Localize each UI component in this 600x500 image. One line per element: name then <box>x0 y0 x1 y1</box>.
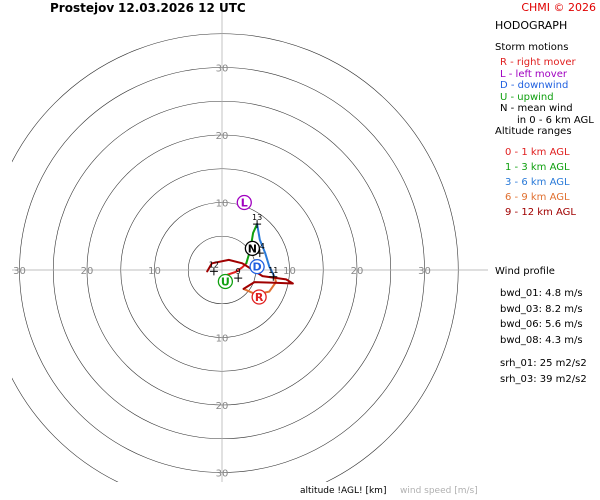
altitude-item-9-12: 9 - 12 km AGL <box>505 207 576 218</box>
height-label-12: 12 <box>209 260 219 269</box>
copyright: CHMI © 2026 <box>521 1 596 14</box>
storm-letter-u: U <box>221 275 230 288</box>
x-tick-label-neg-20: 20 <box>81 266 94 277</box>
bwd-06: bwd_06: 5.6 m/s <box>500 319 583 330</box>
storm-item-u: U - upwind <box>500 91 554 103</box>
valid-datetime: 12.03.2026 12 UTC <box>118 1 246 15</box>
y-tick-label-pos-20: 20 <box>216 131 229 142</box>
y-tick-label-neg-30: 30 <box>216 469 229 480</box>
bwd-08: bwd_08: 4.3 m/s <box>500 334 583 346</box>
speed-rings <box>12 33 459 482</box>
height-label-11: 11 <box>268 266 278 275</box>
y-tick-label-neg-10: 10 <box>216 334 229 345</box>
height-label-13: 13 <box>252 213 262 222</box>
y-tick-label-pos-30: 30 <box>216 64 229 75</box>
storm-motion-list: R - right mover L - left mover D - downw… <box>495 57 599 126</box>
srh-01: srh_01: 25 m2/s2 <box>500 358 587 369</box>
hodograph-segment-2 <box>256 223 276 278</box>
storm-motion-markers: L ND U R <box>217 194 267 305</box>
storm-marker-l <box>236 194 252 211</box>
storm-marker-d <box>249 258 265 275</box>
hodograph-segment-4 <box>206 258 294 290</box>
x-tick-label-neg-10: 10 <box>148 266 161 277</box>
speed-ring-35 <box>12 33 459 482</box>
storm-item-l: L - left mover <box>500 68 567 80</box>
x-tick-label-neg-30: 30 <box>13 266 26 277</box>
height-markers: 131412911 <box>209 213 278 283</box>
altitude-range-list: 0 - 1 km AGL 1 - 3 km AGL 3 - 6 km AGL 6… <box>505 145 576 220</box>
x-tick-label-pos-30: 30 <box>418 266 431 277</box>
station-name: Prostejov <box>50 1 115 15</box>
x-tick-label-pos-20: 20 <box>351 266 364 277</box>
altitude-item-1-3: 1 - 3 km AGL <box>505 162 570 173</box>
storm-letter-l: L <box>241 197 248 210</box>
legend-panel: HODOGRAPH Storm motions R - right mover … <box>495 19 599 126</box>
y-tick-label-pos-10: 10 <box>216 199 229 210</box>
axes: 10 10 10 10 20 20 20 20 30 30 30 30 <box>12 12 488 482</box>
storm-note: in 0 - 6 km AGL <box>517 114 594 126</box>
storm-marker-u <box>217 273 234 290</box>
storm-item-d: D - downwind <box>500 80 569 91</box>
bwd-01: bwd_01: 4.8 m/s <box>500 288 583 299</box>
storm-item-n: N - mean wind <box>500 103 573 114</box>
storm-motions-heading: Storm motions <box>495 42 569 53</box>
storm-marker-r <box>251 289 267 305</box>
bwd-03: bwd_03: 8.2 m/s <box>500 303 583 315</box>
altitude-item-3-6: 3 - 6 km AGL <box>505 177 570 188</box>
storm-letter-r: R <box>255 291 264 304</box>
srh-03: srh_03: 39 m2/s2 <box>500 373 587 385</box>
y-tick-label-neg-20: 20 <box>216 401 229 412</box>
speed-unit-label: wind speed [m/s] <box>400 486 478 496</box>
panel-title: HODOGRAPH <box>495 19 568 32</box>
storm-letter-d: D <box>253 261 262 274</box>
x-tick-label-pos-10: 10 <box>283 266 296 277</box>
altitude-unit-label: altitude !AGL! [km] <box>300 486 387 496</box>
altitude-item-6-9: 6 - 9 km AGL <box>505 192 570 203</box>
altitude-item-0-1: 0 - 1 km AGL <box>505 147 570 158</box>
storm-letter-n: N <box>248 242 257 255</box>
storm-item-r: R - right mover <box>500 57 576 68</box>
storm-marker-n <box>244 240 261 257</box>
wind-profile-heading: Wind profile <box>495 266 555 277</box>
altitude-ranges-heading: Altitude ranges <box>495 126 572 137</box>
height-label-9: 9 <box>236 267 241 276</box>
wind-profile-list: bwd_01: 4.8 m/s bwd_03: 8.2 m/s bwd_06: … <box>500 286 587 387</box>
hodograph-segment-3 <box>242 275 277 296</box>
